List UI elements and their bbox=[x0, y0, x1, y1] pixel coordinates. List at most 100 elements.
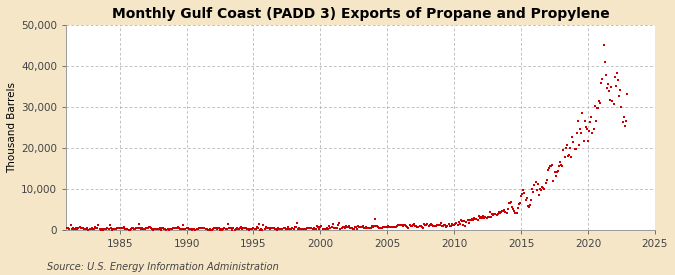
Point bbox=[492, 212, 503, 216]
Point bbox=[207, 227, 217, 232]
Point bbox=[228, 226, 239, 230]
Point bbox=[463, 221, 474, 226]
Point bbox=[412, 224, 423, 229]
Point bbox=[483, 215, 494, 219]
Point bbox=[336, 226, 347, 230]
Point bbox=[153, 227, 164, 231]
Point bbox=[221, 227, 232, 231]
Point bbox=[360, 226, 371, 230]
Point bbox=[353, 224, 364, 229]
Point bbox=[288, 227, 299, 231]
Point bbox=[588, 127, 599, 132]
Point bbox=[540, 181, 551, 186]
Point bbox=[190, 228, 201, 232]
Point bbox=[178, 223, 188, 227]
Point bbox=[526, 187, 537, 192]
Point bbox=[267, 226, 278, 230]
Point bbox=[133, 221, 144, 226]
Point bbox=[424, 223, 435, 227]
Point bbox=[510, 211, 521, 215]
Point bbox=[617, 120, 628, 125]
Point bbox=[603, 82, 614, 86]
Point bbox=[574, 127, 585, 131]
Point bbox=[447, 222, 458, 226]
Point bbox=[567, 135, 578, 139]
Point bbox=[331, 226, 342, 230]
Point bbox=[322, 226, 333, 231]
Point bbox=[223, 226, 234, 230]
Point bbox=[352, 227, 362, 231]
Point bbox=[358, 226, 369, 230]
Point bbox=[583, 139, 593, 143]
Point bbox=[458, 222, 468, 227]
Point bbox=[182, 226, 193, 230]
Point bbox=[101, 226, 111, 231]
Point bbox=[418, 222, 429, 226]
Point bbox=[360, 225, 371, 230]
Point bbox=[92, 226, 103, 231]
Point bbox=[246, 227, 256, 232]
Point bbox=[466, 216, 477, 221]
Point bbox=[613, 77, 624, 82]
Point bbox=[86, 226, 97, 230]
Point bbox=[140, 226, 151, 231]
Point bbox=[242, 227, 252, 232]
Point bbox=[589, 104, 600, 108]
Point bbox=[479, 216, 489, 220]
Point bbox=[537, 185, 547, 189]
Point bbox=[174, 227, 185, 231]
Point bbox=[161, 228, 172, 232]
Point bbox=[225, 226, 236, 231]
Point bbox=[284, 227, 294, 232]
Point bbox=[517, 192, 528, 197]
Point bbox=[327, 222, 338, 226]
Point bbox=[119, 225, 130, 230]
Point bbox=[533, 192, 544, 197]
Point bbox=[297, 227, 308, 231]
Point bbox=[559, 154, 570, 159]
Point bbox=[124, 227, 135, 232]
Point bbox=[171, 226, 182, 230]
Point bbox=[186, 227, 196, 231]
Point bbox=[408, 223, 418, 227]
Point bbox=[111, 227, 122, 232]
Point bbox=[237, 227, 248, 232]
Point bbox=[531, 188, 542, 192]
Point bbox=[413, 225, 424, 229]
Point bbox=[194, 226, 205, 230]
Point bbox=[198, 226, 209, 230]
Point bbox=[606, 85, 617, 89]
Point bbox=[399, 223, 410, 227]
Point bbox=[213, 226, 224, 230]
Point bbox=[451, 221, 462, 225]
Point bbox=[280, 227, 291, 231]
Point bbox=[194, 226, 205, 230]
Point bbox=[64, 226, 75, 231]
Point bbox=[328, 226, 339, 230]
Point bbox=[498, 209, 509, 213]
Point bbox=[443, 222, 454, 226]
Point bbox=[364, 226, 375, 230]
Point bbox=[370, 217, 381, 221]
Point bbox=[432, 223, 443, 227]
Point bbox=[372, 224, 383, 229]
Point bbox=[232, 227, 243, 231]
Point bbox=[495, 210, 506, 214]
Point bbox=[402, 225, 412, 229]
Point bbox=[433, 223, 444, 227]
Point bbox=[302, 226, 313, 230]
Point bbox=[300, 226, 311, 231]
Point bbox=[499, 208, 510, 212]
Point bbox=[581, 127, 592, 131]
Point bbox=[215, 227, 225, 232]
Point bbox=[257, 228, 268, 232]
Point bbox=[105, 226, 116, 230]
Point bbox=[382, 225, 393, 229]
Point bbox=[287, 226, 298, 230]
Point bbox=[348, 227, 358, 232]
Point bbox=[355, 224, 366, 229]
Point bbox=[367, 225, 378, 229]
Point bbox=[201, 227, 212, 232]
Point bbox=[261, 225, 271, 229]
Point bbox=[191, 226, 202, 231]
